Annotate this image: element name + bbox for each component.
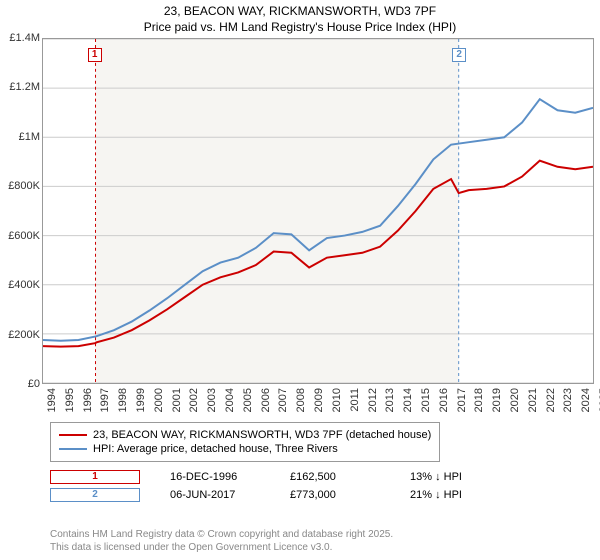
x-axis-tick-label: 2016 [438,388,450,412]
x-axis-tick-label: 2009 [313,388,325,412]
title-line-1: 23, BEACON WAY, RICKMANSWORTH, WD3 7PF [0,4,600,20]
transaction-date: 06-JUN-2017 [170,489,260,501]
x-axis-tick-label: 1996 [82,388,94,412]
chart-title: 23, BEACON WAY, RICKMANSWORTH, WD3 7PF P… [0,0,600,37]
x-axis-tick-label: 2011 [349,388,361,412]
transaction-delta: 13% ↓ HPI [410,471,500,483]
x-axis-tick-label: 2000 [153,388,165,412]
footer-line-1: Contains HM Land Registry data © Crown c… [50,528,393,541]
legend-box: 23, BEACON WAY, RICKMANSWORTH, WD3 7PF (… [50,422,440,462]
title-line-2: Price paid vs. HM Land Registry's House … [0,20,600,36]
chart-marker-1: 1 [88,48,102,62]
x-axis-tick-label: 2018 [473,388,485,412]
footer-attribution: Contains HM Land Registry data © Crown c… [50,528,393,554]
x-axis-tick-label: 1998 [117,388,129,412]
legend-item: HPI: Average price, detached house, Thre… [59,443,431,455]
chart-plot-area [42,38,594,384]
x-axis-tick-label: 2002 [188,388,200,412]
chart-marker-2: 2 [452,48,466,62]
transaction-row: 1 16-DEC-1996 £162,500 13% ↓ HPI [50,470,500,484]
x-axis-tick-label: 1999 [135,388,147,412]
y-axis-tick-label: £1.2M [9,81,40,93]
transaction-price: £773,000 [290,489,380,501]
legend-swatch [59,448,87,450]
x-axis-tick-label: 2004 [224,388,236,412]
transaction-table: 1 16-DEC-1996 £162,500 13% ↓ HPI 2 06-JUN-201… [50,466,500,506]
y-axis-tick-label: £800K [8,180,40,192]
x-axis-tick-label: 2022 [545,388,557,412]
x-axis-tick-label: 2007 [277,388,289,412]
y-axis-tick-label: £600K [8,230,40,242]
x-axis-tick-label: 2010 [331,388,343,412]
x-axis-tick-label: 2001 [171,388,183,412]
y-axis-tick-label: £400K [8,279,40,291]
x-axis-tick-label: 2021 [527,388,539,412]
transaction-price: £162,500 [290,471,380,483]
x-axis-tick-label: 2013 [384,388,396,412]
x-axis-tick-label: 1995 [64,388,76,412]
x-axis-tick-label: 2003 [206,388,218,412]
legend-swatch [59,434,87,436]
x-axis-tick-label: 2008 [295,388,307,412]
x-axis-tick-label: 2017 [456,388,468,412]
x-axis-tick-label: 2006 [260,388,272,412]
x-axis-tick-label: 1994 [46,388,58,412]
x-axis-tick-label: 2023 [562,388,574,412]
x-axis-tick-label: 2015 [420,388,432,412]
y-axis-tick-label: £0 [28,378,40,390]
y-axis-tick-label: £1.4M [9,32,40,44]
x-axis-tick-label: 2012 [367,388,379,412]
legend-label: 23, BEACON WAY, RICKMANSWORTH, WD3 7PF (… [93,429,431,441]
legend-label: HPI: Average price, detached house, Thre… [93,443,338,455]
transaction-date: 16-DEC-1996 [170,471,260,483]
transaction-row: 2 06-JUN-2017 £773,000 21% ↓ HPI [50,488,500,502]
transaction-delta: 21% ↓ HPI [410,489,500,501]
x-axis-tick-label: 1997 [99,388,111,412]
transaction-marker: 2 [50,488,140,502]
x-axis-tick-label: 2005 [242,388,254,412]
y-axis-tick-label: £200K [8,329,40,341]
transaction-marker: 1 [50,470,140,484]
legend-item: 23, BEACON WAY, RICKMANSWORTH, WD3 7PF (… [59,429,431,441]
chart-svg [43,39,593,383]
x-axis-tick-label: 2020 [509,388,521,412]
y-axis-tick-label: £1M [19,131,40,143]
x-axis-tick-label: 2024 [580,388,592,412]
x-axis-tick-label: 2014 [402,388,414,412]
footer-line-2: This data is licensed under the Open Gov… [50,541,393,554]
x-axis-tick-label: 2019 [491,388,503,412]
